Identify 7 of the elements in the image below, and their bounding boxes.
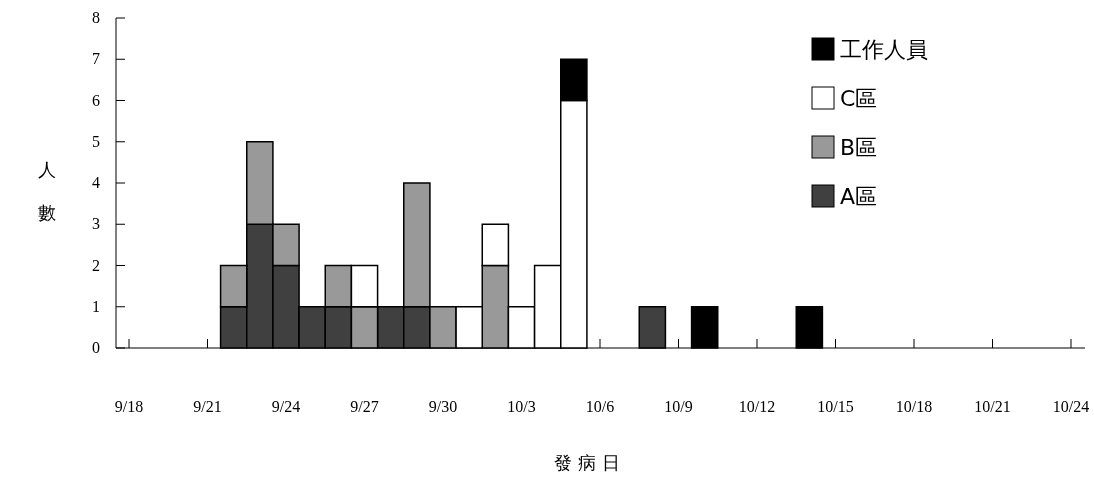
xlabel: 發 病 日 (554, 452, 620, 473)
ylabel: 數 (38, 202, 56, 223)
ylabel: 人 (38, 159, 56, 180)
legend-label: C區 (840, 86, 878, 111)
legend-label: 工作人員 (840, 37, 928, 62)
legend-label: A區 (840, 184, 878, 209)
legend-label: B區 (840, 135, 878, 160)
